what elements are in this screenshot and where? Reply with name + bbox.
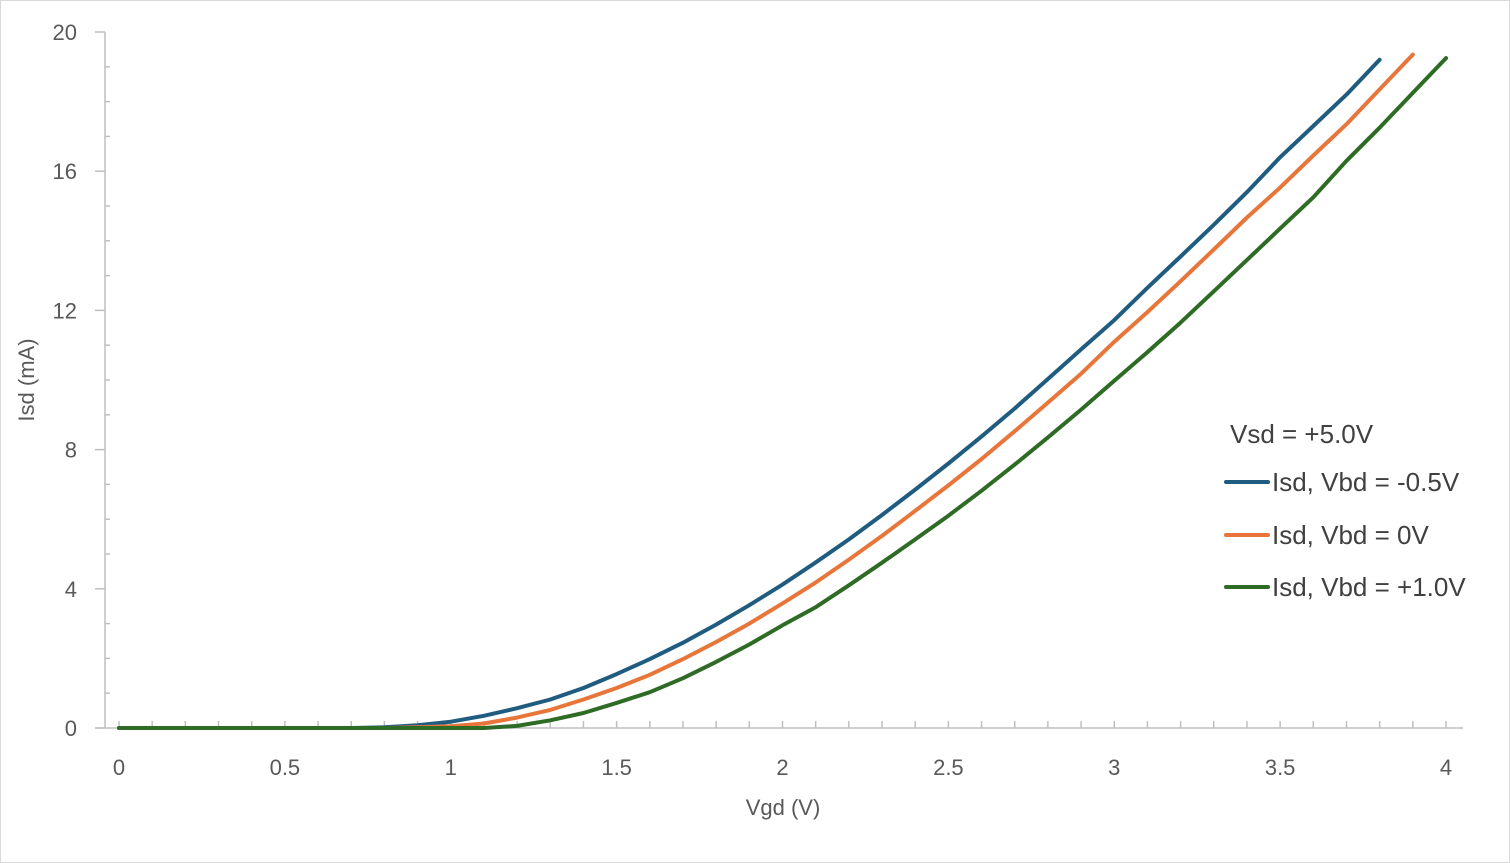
y-tick-label: 4: [65, 577, 77, 602]
x-axis-title: Vgd (V): [746, 795, 821, 820]
x-tick-label: 1.5: [601, 755, 632, 780]
x-tick-label: 0.5: [270, 755, 301, 780]
legend-title: Vsd = +5.0V: [1230, 419, 1374, 449]
y-tick-label: 12: [53, 298, 77, 323]
y-tick-label: 20: [53, 20, 77, 45]
x-tick-label: 2.5: [933, 755, 964, 780]
x-tick-label: 4: [1440, 755, 1452, 780]
legend: Vsd = +5.0V Isd, Vbd = -0.5V Isd, Vbd = 0…: [1224, 419, 1466, 602]
plot-lines: [117, 52, 1448, 730]
series-line-2: [117, 52, 1415, 730]
legend-label-2: Isd, Vbd = 0V: [1272, 520, 1429, 550]
series-line-1: [117, 57, 1382, 730]
y-tick-label: 16: [53, 159, 77, 184]
series-line-3: [117, 56, 1448, 730]
y-tick-label: 8: [65, 438, 77, 463]
x-tick-label: 0: [113, 755, 125, 780]
y-tick-label: 0: [65, 716, 77, 741]
y-axis-title: Isd (mA): [14, 338, 39, 421]
legend-label-1: Isd, Vbd = -0.5V: [1272, 467, 1460, 497]
axes: 0 4 8 12 16 20 0 0.5 1 1.5 2 2.5 3 3.5 4: [53, 20, 1463, 780]
x-tick-label: 3: [1108, 755, 1120, 780]
x-tick-label: 2: [776, 755, 788, 780]
x-tick-label: 1: [445, 755, 457, 780]
legend-label-3: Isd, Vbd = +1.0V: [1272, 572, 1466, 602]
x-tick-label: 3.5: [1265, 755, 1296, 780]
